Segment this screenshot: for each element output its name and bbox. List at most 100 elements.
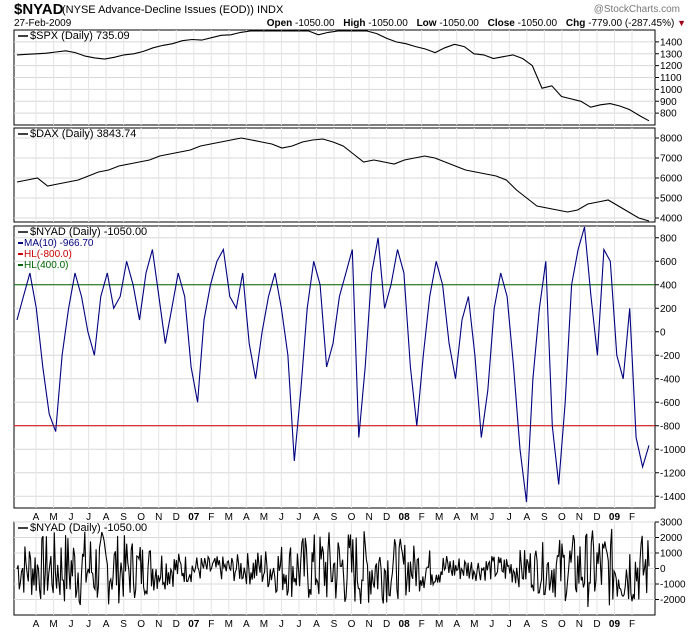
close-value: -1050.00 — [517, 18, 558, 29]
x-tick-label: O — [137, 619, 145, 630]
x-tick-label: F — [208, 619, 214, 630]
symbol-title: $NYAD — [14, 1, 64, 18]
x-tick-label: O — [348, 512, 356, 523]
x-tick-label: J — [296, 619, 301, 630]
x-tick-label: N — [155, 512, 162, 523]
quote-date: 27-Feb-2009 — [14, 18, 72, 29]
open-value: -1050.00 — [295, 18, 335, 29]
x-tick-label: M — [225, 619, 233, 630]
x-tick-label: D — [173, 512, 180, 523]
exchange-label: INDX — [257, 4, 284, 16]
y-tick-label: 200 — [660, 304, 677, 315]
down-triangle-icon: ▼ — [677, 18, 686, 28]
x-tick-label: F — [629, 619, 635, 630]
x-tick-label: F — [629, 512, 635, 523]
low-label: Low — [416, 18, 437, 29]
x-tick-label: 09 — [609, 512, 621, 523]
x-tick-label: 07 — [188, 512, 200, 523]
description-text: (NYSE Advance-Decline Issues (EOD)) — [62, 4, 254, 16]
x-tick-label: O — [348, 619, 356, 630]
x-tick-label: A — [103, 512, 110, 523]
chart-header: $NYAD (NYSE Advance-Decline Issues (EOD)… — [0, 0, 700, 36]
y-tick-label: -1200 — [660, 468, 686, 479]
y-tick-label: -600 — [660, 398, 680, 409]
x-tick-label: M — [435, 619, 443, 630]
x-tick-label: J — [69, 512, 74, 523]
x-tick-label: A — [243, 512, 250, 523]
x-tick-label: S — [120, 619, 127, 630]
x-tick-label: M — [260, 512, 268, 523]
legend-label: MA(10) -966.70 — [24, 238, 94, 249]
x-tick-label: S — [120, 512, 127, 523]
x-tick-label: A — [453, 512, 460, 523]
x-tick-label: N — [365, 619, 372, 630]
y-tick-label: 3000 — [660, 518, 683, 529]
x-tick-label: 08 — [399, 619, 411, 630]
x-tick-label: D — [173, 619, 180, 630]
x-tick-label: S — [331, 619, 338, 630]
legend-label: HL(-800.0) — [24, 249, 72, 260]
x-tick-label: A — [33, 512, 40, 523]
x-tick-label: J — [489, 619, 494, 630]
panel-title: $NYAD (Daily) -1050.00 — [30, 522, 147, 534]
watermark: @StockCharts.com — [593, 4, 680, 15]
x-tick-label: S — [541, 619, 548, 630]
x-tick-label: A — [313, 512, 320, 523]
x-tick-label: M — [435, 512, 443, 523]
panel-title: $DAX (Daily) 3843.74 — [30, 128, 136, 140]
x-tick-label: A — [103, 619, 110, 630]
y-tick-label: 400 — [660, 280, 677, 291]
x-tick-label: F — [419, 512, 425, 523]
y-tick-label: 1200 — [660, 61, 683, 72]
x-tick-label: F — [419, 619, 425, 630]
x-tick-label: 09 — [609, 619, 621, 630]
y-tick-label: 4000 — [660, 214, 683, 225]
x-tick-label: J — [69, 619, 74, 630]
chg-value: -779.00 (-287.45%) — [588, 18, 675, 29]
y-tick-label: 5000 — [660, 194, 683, 205]
x-tick-label: N — [365, 512, 372, 523]
open-label: Open — [266, 18, 293, 29]
x-tick-label: J — [279, 619, 284, 630]
x-tick-label: M — [470, 619, 478, 630]
series-line — [16, 226, 650, 503]
symbol-description: (NYSE Advance-Decline Issues (EOD)) INDX — [62, 4, 283, 16]
x-tick-label: D — [593, 512, 600, 523]
x-tick-label: A — [453, 619, 460, 630]
x-tick-label: M — [49, 512, 57, 523]
y-tick-label: 8000 — [660, 134, 683, 145]
y-tick-label: 6000 — [660, 174, 683, 185]
y-tick-label: -2000 — [660, 595, 686, 606]
close-label: Close — [487, 18, 515, 29]
x-tick-label: J — [86, 619, 91, 630]
x-tick-label: F — [208, 512, 214, 523]
y-tick-label: 0 — [660, 327, 666, 338]
x-tick-label: J — [489, 512, 494, 523]
x-tick-label: A — [243, 619, 250, 630]
quote-summary: Open -1050.00 High -1050.00 Low -1050.00… — [267, 18, 686, 29]
x-tick-label: A — [523, 512, 530, 523]
y-tick-label: -800 — [660, 421, 680, 432]
series-line — [16, 528, 650, 608]
x-tick-label: D — [383, 619, 390, 630]
x-tick-label: A — [523, 619, 530, 630]
x-tick-label: O — [137, 512, 145, 523]
x-tick-label: O — [558, 512, 566, 523]
y-tick-label: -200 — [660, 351, 680, 362]
x-tick-label: M — [260, 619, 268, 630]
high-value: -1050.00 — [368, 18, 408, 29]
x-tick-label: 07 — [188, 619, 200, 630]
x-tick-label: N — [576, 619, 583, 630]
y-tick-label: 0 — [660, 564, 666, 575]
panel-title: $NYAD (Daily) -1050.00 — [30, 226, 147, 238]
x-tick-label: 08 — [399, 512, 411, 523]
y-tick-label: 7000 — [660, 154, 683, 165]
y-tick-label: -1400 — [660, 492, 686, 503]
y-tick-label: 1300 — [660, 49, 683, 60]
y-tick-label: 600 — [660, 257, 677, 268]
x-tick-label: M — [225, 512, 233, 523]
y-tick-label: 2000 — [660, 533, 683, 544]
x-tick-label: M — [49, 619, 57, 630]
x-tick-label: N — [576, 512, 583, 523]
